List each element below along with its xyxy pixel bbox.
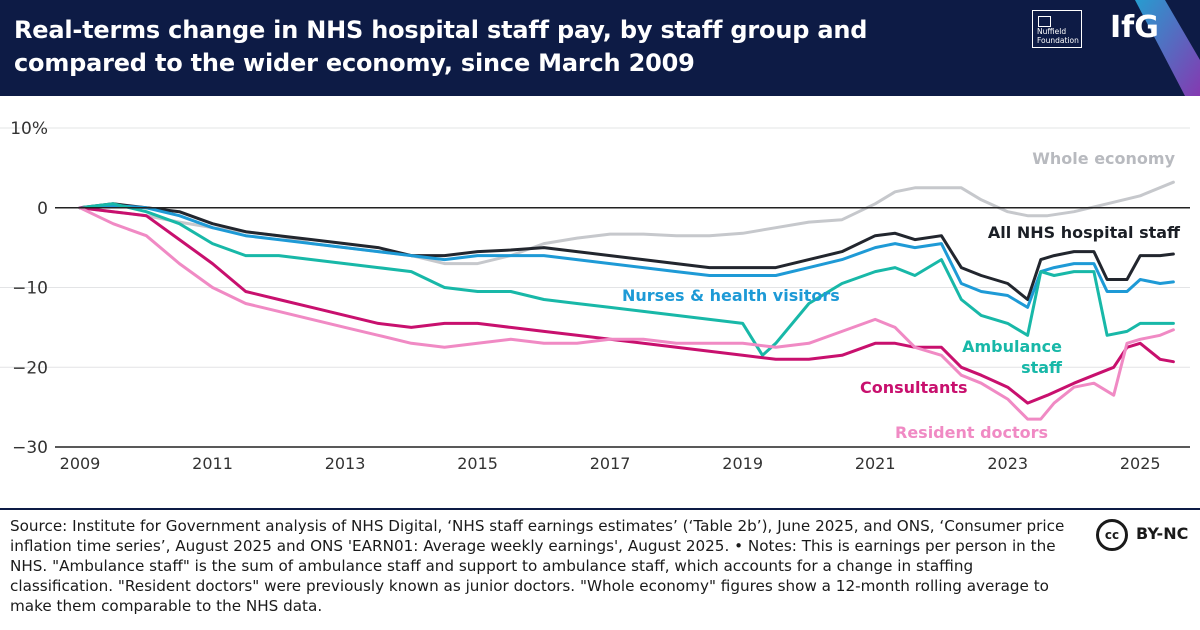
line-chart: 10% 0 −10 −20 −30 2009 2011 2013 2015 20… bbox=[0, 119, 1190, 473]
nuffield-logo: Nuffield Foundation bbox=[1032, 10, 1082, 48]
x-tick-label: 2021 bbox=[855, 454, 896, 473]
footer-divider bbox=[0, 508, 1200, 510]
nuffield-logo-text: Nuffield Foundation bbox=[1037, 27, 1079, 45]
label-all-nhs-staff: All NHS hospital staff bbox=[988, 223, 1181, 242]
x-tick-label: 2013 bbox=[325, 454, 366, 473]
x-tick-label: 2015 bbox=[457, 454, 498, 473]
y-tick-label: 10% bbox=[10, 119, 48, 139]
y-tick-label: −30 bbox=[12, 438, 48, 458]
label-resident-doctors: Resident doctors bbox=[895, 423, 1048, 442]
label-ambulance-line1: Ambulance bbox=[962, 337, 1062, 356]
x-tick-label: 2009 bbox=[60, 454, 101, 473]
grid-lines bbox=[0, 127, 1190, 368]
x-tick-label: 2019 bbox=[722, 454, 763, 473]
license-text: BY-NC bbox=[1136, 524, 1189, 543]
x-tick-labels: 2009 2011 2013 2015 2017 2019 2021 2023 … bbox=[60, 454, 1161, 473]
series-line-ambulance-staff bbox=[78, 202, 1175, 357]
series-labels: Whole economy All NHS hospital staff Nur… bbox=[622, 149, 1181, 442]
series-line-nurses-health-visitors bbox=[78, 203, 1175, 309]
label-nurses: Nurses & health visitors bbox=[622, 286, 840, 305]
source-notes: Source: Institute for Government analysi… bbox=[10, 517, 1065, 615]
series-line-all-nhs-hospital-staff bbox=[78, 202, 1175, 301]
nuffield-logo-mark bbox=[1038, 16, 1051, 27]
y-tick-label: −10 bbox=[12, 279, 48, 299]
header-banner: Real-terms change in NHS hospital staff … bbox=[0, 0, 1200, 96]
chart-title: Real-terms change in NHS hospital staff … bbox=[14, 16, 868, 77]
series-lines bbox=[78, 180, 1175, 421]
ifg-swoosh-graphic bbox=[1135, 0, 1200, 96]
series-line-consultants bbox=[78, 206, 1175, 405]
x-tick-label: 2023 bbox=[987, 454, 1028, 473]
license-badge: cc BY-NC bbox=[1096, 519, 1196, 551]
ifg-logo: IfG bbox=[1110, 10, 1159, 45]
x-tick-label: 2017 bbox=[590, 454, 631, 473]
axes bbox=[55, 207, 1190, 448]
label-whole-economy: Whole economy bbox=[1032, 149, 1175, 168]
label-consultants: Consultants bbox=[860, 378, 968, 397]
y-tick-labels: 10% 0 −10 −20 −30 bbox=[10, 119, 48, 458]
y-tick-label: −20 bbox=[12, 358, 48, 378]
series-line-resident-doctors bbox=[78, 206, 1175, 421]
x-tick-label: 2025 bbox=[1120, 454, 1161, 473]
x-tick-label: 2011 bbox=[192, 454, 233, 473]
label-ambulance-line2: staff bbox=[1021, 358, 1063, 377]
creative-commons-icon: cc bbox=[1096, 519, 1128, 551]
y-tick-label: 0 bbox=[37, 199, 48, 219]
